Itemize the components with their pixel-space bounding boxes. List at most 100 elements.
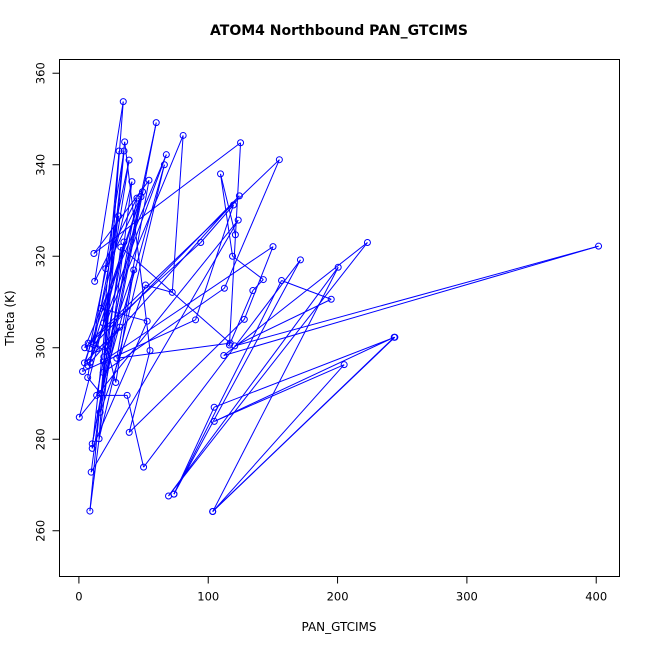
data-point xyxy=(133,194,141,202)
data-point xyxy=(93,391,101,399)
series-line-segment xyxy=(168,266,339,497)
series-line-segment xyxy=(89,195,240,363)
series-line-segment xyxy=(89,215,120,363)
series-line-segment xyxy=(223,242,368,356)
data-point xyxy=(119,98,127,106)
x-axis: 0 100 200 300 400 xyxy=(75,576,607,604)
series-line-segment xyxy=(116,342,231,359)
series-line-segment xyxy=(126,395,145,468)
data-point xyxy=(99,368,107,376)
data-point xyxy=(137,193,145,201)
data-point xyxy=(99,357,107,365)
data-point xyxy=(209,508,217,516)
data-point xyxy=(146,346,154,354)
data-point xyxy=(269,243,277,251)
data-point xyxy=(240,315,248,323)
series-line-segment xyxy=(243,246,274,320)
data-point xyxy=(96,408,104,416)
x-tick-label: 0 xyxy=(75,590,82,604)
series-line-segment xyxy=(120,246,231,344)
series-line-segment xyxy=(281,280,332,300)
data-point xyxy=(160,161,168,169)
y-tick-label: 260 xyxy=(34,520,48,542)
series-line-segment xyxy=(143,259,301,468)
data-point xyxy=(170,490,178,498)
data-point xyxy=(296,256,304,264)
data-point xyxy=(220,284,228,292)
data-point xyxy=(197,239,205,247)
series-line-segment xyxy=(220,173,234,257)
series-line-segment xyxy=(212,266,339,512)
data-point xyxy=(115,147,123,155)
x-tick-label: 200 xyxy=(327,590,349,604)
data-point xyxy=(130,266,138,274)
series-line-segment xyxy=(234,298,332,347)
series-line-segment xyxy=(213,336,396,408)
series-line-segment xyxy=(83,191,144,363)
series-line-segment xyxy=(102,150,120,324)
data-point xyxy=(334,263,342,271)
y-tick-label: 340 xyxy=(34,154,48,176)
series-layer xyxy=(75,98,603,516)
series-line-segment xyxy=(115,269,135,383)
data-point xyxy=(275,156,283,164)
data-point xyxy=(162,151,170,159)
series-line-segment xyxy=(228,290,254,346)
series-line-segment xyxy=(100,181,133,309)
data-point xyxy=(229,201,237,209)
data-point xyxy=(125,156,133,164)
series-line-segment xyxy=(145,284,173,293)
series-line-segment xyxy=(87,135,184,366)
data-point xyxy=(75,413,83,421)
series-line-segment xyxy=(234,245,599,347)
data-point xyxy=(152,119,160,127)
data-point xyxy=(143,317,151,325)
data-point xyxy=(115,212,123,220)
data-point xyxy=(84,373,92,381)
series-line-segment xyxy=(195,204,234,320)
data-point xyxy=(145,176,153,184)
y-axis: 260 280 300 320 340 360 xyxy=(34,62,60,542)
data-point xyxy=(128,178,136,186)
data-point xyxy=(88,444,96,452)
data-point xyxy=(79,368,87,376)
data-point xyxy=(95,435,103,443)
data-point xyxy=(249,287,257,295)
series-line-segment xyxy=(102,160,130,324)
series-line-segment xyxy=(128,350,151,433)
series-line-segment xyxy=(99,122,157,413)
series-line-segment xyxy=(173,280,283,495)
series-line-segment xyxy=(223,245,599,356)
data-point xyxy=(112,379,120,387)
data-point xyxy=(120,238,128,246)
data-point xyxy=(86,507,94,515)
data-point xyxy=(102,265,110,273)
series-line-segment xyxy=(103,101,124,357)
x-tick-label: 400 xyxy=(585,590,607,604)
data-point xyxy=(87,468,95,476)
data-point xyxy=(102,341,110,349)
data-point xyxy=(142,281,150,289)
data-point xyxy=(595,242,603,250)
series-line-segment xyxy=(173,259,301,495)
y-tick-label: 360 xyxy=(34,62,48,84)
data-point xyxy=(140,463,148,471)
series-line-segment xyxy=(228,142,242,346)
data-point xyxy=(229,252,237,260)
data-point xyxy=(81,344,89,352)
series-line-segment xyxy=(200,204,234,243)
data-point xyxy=(235,192,243,200)
x-tick-label: 300 xyxy=(456,590,478,604)
x-tick-label: 100 xyxy=(197,590,219,604)
y-tick-label: 320 xyxy=(34,245,48,267)
series-line-segment xyxy=(171,135,184,293)
y-tick-label: 300 xyxy=(34,337,48,359)
series-line-segment xyxy=(78,219,239,418)
series-line-segment xyxy=(93,195,240,345)
data-point xyxy=(225,341,233,349)
y-tick-label: 280 xyxy=(34,428,48,450)
data-point xyxy=(117,243,125,251)
data-point xyxy=(168,288,176,296)
